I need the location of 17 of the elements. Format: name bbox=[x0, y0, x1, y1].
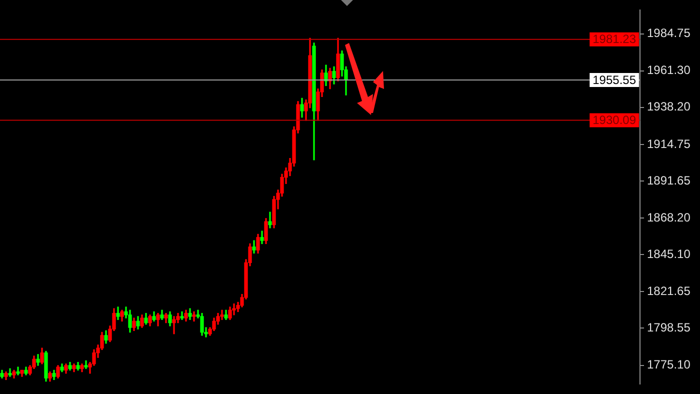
y-tick-label: 1891.65 bbox=[647, 173, 691, 188]
candlestick bbox=[172, 316, 176, 334]
candlestick bbox=[192, 311, 196, 322]
y-tick-label: 1938.20 bbox=[647, 100, 691, 114]
y-tick-label: 1821.65 bbox=[647, 284, 691, 298]
candlestick bbox=[268, 212, 272, 228]
y-tick-label: 1775.10 bbox=[647, 358, 691, 372]
candlestick bbox=[16, 366, 20, 376]
ref-line-label: 1981.23 bbox=[592, 32, 636, 46]
ref-line-label: 1955.55 bbox=[592, 72, 636, 87]
y-tick-label: 1845.10 bbox=[647, 246, 691, 261]
y-tick-label: 1984.75 bbox=[647, 26, 691, 40]
y-tick-label: 1798.55 bbox=[647, 320, 691, 335]
ref-line-label: 1930.09 bbox=[592, 113, 636, 128]
y-tick-label: 1868.20 bbox=[647, 210, 691, 224]
y-tick-label: 1914.75 bbox=[647, 136, 691, 151]
y-tick-label: 1961.30 bbox=[647, 63, 691, 78]
